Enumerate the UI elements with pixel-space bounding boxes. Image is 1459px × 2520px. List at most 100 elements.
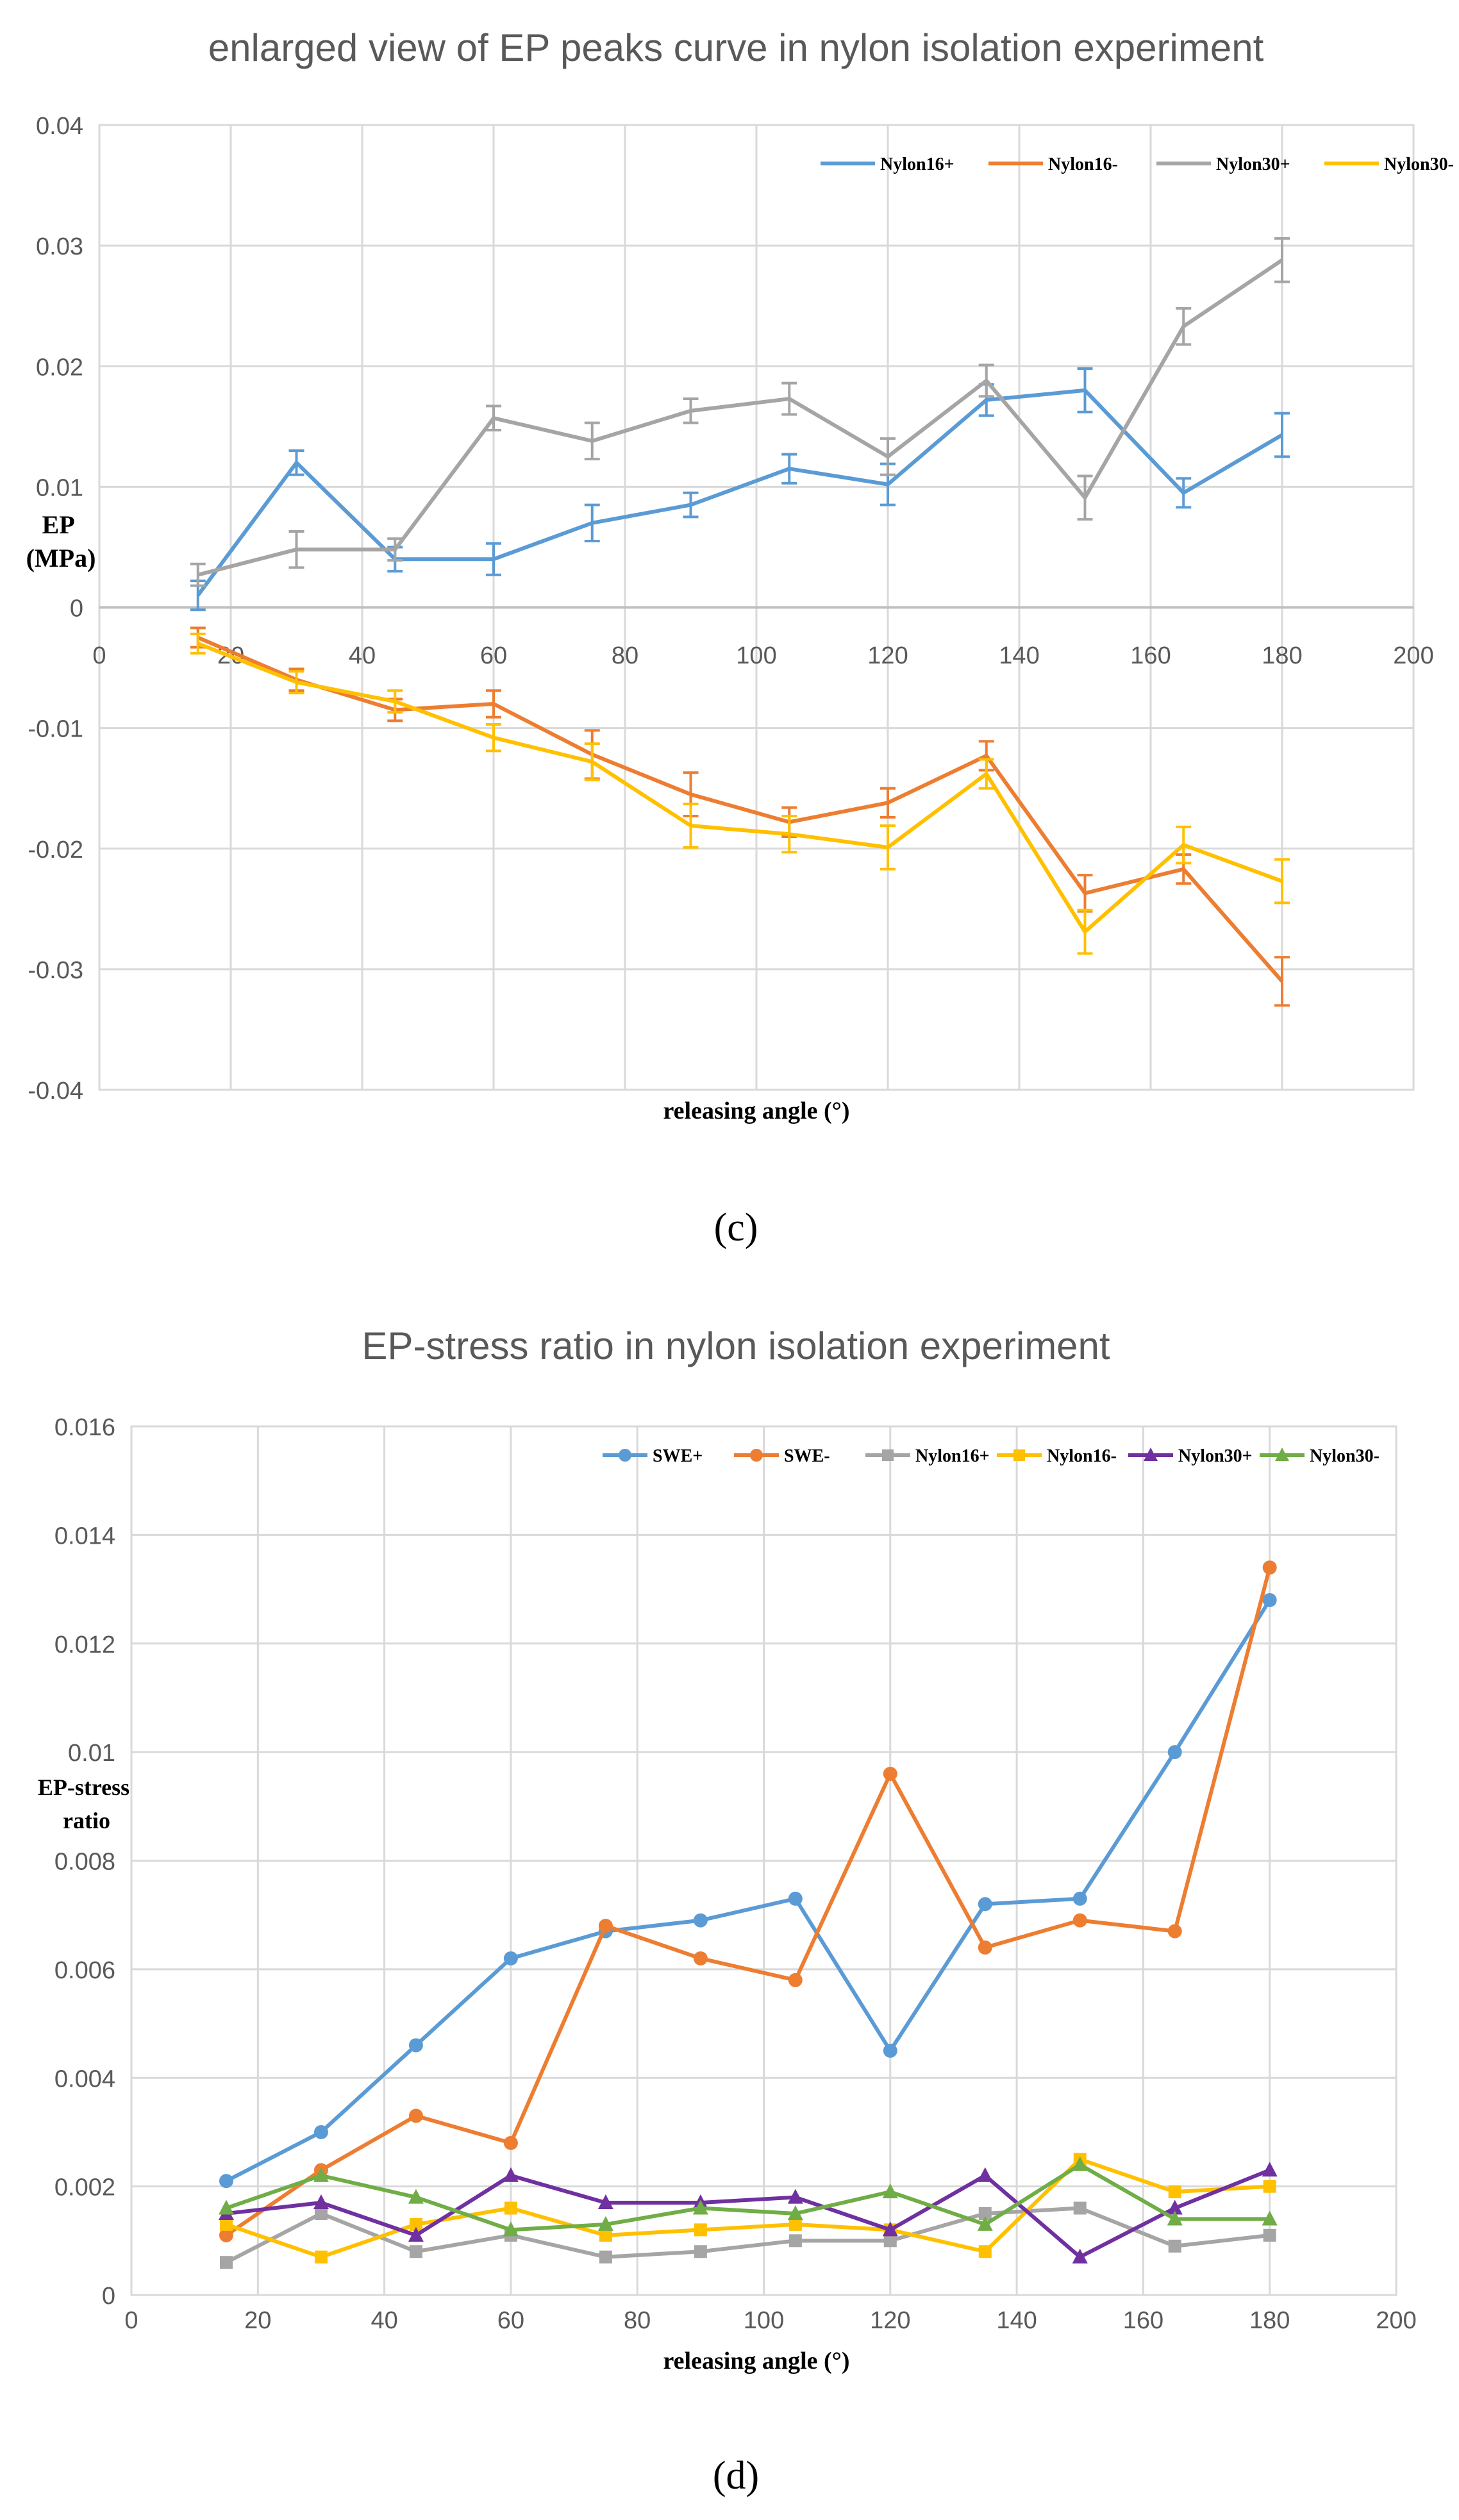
data-point <box>882 2183 898 2199</box>
data-point <box>314 2250 328 2264</box>
x-tick-label: 100 <box>736 642 776 669</box>
y-tick-label: 0.006 <box>54 1957 115 1984</box>
series-Nylon16+ <box>190 367 1290 612</box>
data-point <box>1262 2210 1278 2226</box>
chart-d-x-axis-label: releasing angle (°) <box>663 2348 849 2374</box>
x-tick-label: 40 <box>349 642 376 669</box>
chart-d-grid <box>130 1425 1397 2296</box>
series-line <box>225 1599 1272 2183</box>
legend-item: Nylon30- <box>1260 1446 1380 1466</box>
data-point <box>408 2108 423 2123</box>
data-point <box>978 1940 992 1955</box>
data-point <box>882 2221 898 2237</box>
chart-d-x-tick-labels: 0 20 40 60 80 100 120 140 160 180 200 <box>124 2307 1416 2334</box>
legend-marker <box>1275 1448 1289 1461</box>
x-tick-label: 80 <box>612 642 638 669</box>
data-point <box>1167 1745 1182 1760</box>
series-line <box>225 2206 1271 2264</box>
x-tick-label: 80 <box>624 2307 651 2334</box>
chart-d: EP-stress ratio in nylon isolation exper… <box>38 1324 1417 2374</box>
data-point <box>409 2217 422 2231</box>
data-point <box>1072 2156 1088 2171</box>
chart-c-legend: Nylon16+ Nylon16- Nylon30+ Nylon30- <box>821 154 1454 174</box>
legend-item: Nylon30+ <box>1156 154 1290 174</box>
caption-d: (d) <box>713 2454 759 2498</box>
data-point <box>1072 1891 1087 1906</box>
data-point <box>978 2207 992 2220</box>
legend-label: Nylon16- <box>1048 154 1118 174</box>
chart-c-y-tick-labels: 0.04 0.03 0.02 0.01 0 -0.01 -0.02 -0.03 -0.04 <box>28 113 83 1105</box>
data-point <box>788 2234 802 2248</box>
series-line <box>226 2168 1271 2259</box>
chart-c-grid <box>98 124 1415 1091</box>
data-point <box>314 2207 328 2220</box>
x-tick-label: 200 <box>1376 2307 1416 2334</box>
x-tick-label: 100 <box>744 2307 784 2334</box>
data-point <box>1167 1924 1182 1939</box>
series-line <box>226 2162 1270 2232</box>
data-point <box>692 2199 708 2215</box>
y-tick-label: 0 <box>102 2283 115 2310</box>
legend-label: Nylon30+ <box>1216 154 1290 174</box>
data-point <box>503 1951 518 1965</box>
data-point <box>599 2250 612 2264</box>
series-line <box>197 258 1283 577</box>
x-tick-label: 60 <box>497 2307 524 2334</box>
chart-d-legend: SWE+ SWE- Nylon16+ Nylon16- Nylon30+ Nylon30- <box>603 1446 1380 1466</box>
data-point <box>219 2174 233 2189</box>
legend-marker <box>1144 1448 1158 1461</box>
data-point <box>694 2245 707 2258</box>
data-point <box>408 2038 423 2053</box>
legend-item: SWE- <box>734 1446 830 1466</box>
legend-marker <box>619 1449 631 1462</box>
data-point <box>1073 2201 1087 2215</box>
data-point <box>597 2215 613 2231</box>
y-tick-label: 0.002 <box>54 2174 115 2201</box>
y-tick-label: 0.008 <box>54 1849 115 1876</box>
data-point <box>503 2167 519 2182</box>
data-point <box>503 2135 518 2150</box>
y-tick-label: 0.03 <box>36 233 83 260</box>
chart-d-y-tick-labels: 0.016 0.014 0.012 0.01 0.008 0.006 0.004 0.002 0 <box>54 1414 115 2310</box>
data-point <box>787 2205 803 2220</box>
data-point <box>693 1913 708 1928</box>
legend-label: Nylon16+ <box>880 154 955 174</box>
data-point <box>313 2194 329 2210</box>
legend-item: Nylon16- <box>988 154 1118 174</box>
x-tick-label: 40 <box>371 2307 397 2334</box>
chart-c-x-axis-label: releasing angle (°) <box>663 1097 849 1124</box>
x-tick-label: 160 <box>1123 2307 1163 2334</box>
data-point <box>788 1891 803 1906</box>
legend-label: Nylon16+ <box>915 1446 990 1466</box>
data-point <box>313 2167 329 2182</box>
y-tick-label: -0.01 <box>28 716 83 743</box>
legend-marker <box>750 1449 763 1462</box>
data-point <box>504 2201 517 2215</box>
x-tick-label: 160 <box>1130 642 1171 669</box>
y-tick-label: -0.04 <box>28 1078 83 1105</box>
y-tick-label: 0.01 <box>36 474 83 501</box>
chart-c: enlarged view of EP peaks curve in nylon… <box>26 26 1454 1124</box>
caption-c: (c) <box>714 1206 758 1249</box>
series-line <box>196 388 1283 597</box>
series-Nylon16+ <box>219 2201 1276 2269</box>
chart-d-series <box>218 1560 1278 2269</box>
data-point <box>787 2189 803 2204</box>
y-tick-label: 0.004 <box>54 2065 115 2092</box>
chart-c-y-axis-label: EP (MPa) <box>26 510 96 572</box>
data-point <box>1168 2185 1181 2199</box>
x-tick-label: 60 <box>480 642 507 669</box>
data-point <box>1167 2199 1183 2215</box>
legend-item: SWE+ <box>603 1446 703 1466</box>
series-line <box>225 1567 1272 2237</box>
data-point <box>1262 2162 1278 2177</box>
data-point <box>599 2228 612 2242</box>
legend-label: Nylon16- <box>1047 1446 1117 1466</box>
data-point <box>977 2215 993 2231</box>
chart-c-title: enlarged view of EP peaks curve in nylon… <box>208 26 1264 69</box>
data-point <box>978 1897 992 1912</box>
y-tick-label: 0.014 <box>54 1523 115 1549</box>
series-line <box>197 642 1283 934</box>
data-point <box>788 1973 803 1987</box>
x-tick-label: 140 <box>999 642 1039 669</box>
